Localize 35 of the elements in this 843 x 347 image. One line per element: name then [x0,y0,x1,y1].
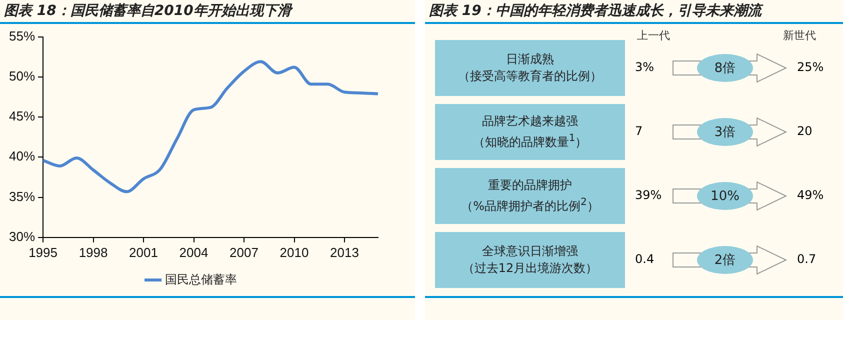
text: 39% [635,188,662,202]
category-label: 日渐成熟（接受高等教育者的比例） [458,51,602,85]
x-tick-label: 2007 [230,244,258,260]
y-tick-label: 30% [8,228,36,244]
line-series [43,60,378,194]
y-tick-label: 35% [8,188,36,204]
text: 8倍 [697,54,753,82]
text: 上一代 [637,28,670,43]
text: 49% [797,188,824,202]
text: 10% [697,182,753,210]
category-label: 重要的品牌拥护（%品牌拥护者的比例$^{2}$） [461,177,599,215]
text: 3倍 [697,118,753,146]
x-tick-label: 1998 [78,244,108,260]
y-tick-label: 45% [8,108,36,124]
y-tick-label: 55% [8,28,36,44]
text: 20 [797,124,812,138]
y-tick-label: 50% [8,68,36,84]
x-tick-label: 2013 [330,244,359,260]
category-label: 品牌艺术越来越强（知晓的品牌数量$^{1}$） [472,113,588,151]
text: 新世代 [783,28,816,43]
x-tick-label: 2004 [179,244,208,260]
text: 7 [635,124,643,138]
text: 2倍 [697,246,753,274]
text: 3% [635,60,654,74]
x-tick-label: 1995 [28,244,58,260]
text: 0.4 [635,252,654,266]
chart-title: 图表 18：国民储蓄率自2010年开始出现下滑 [4,2,292,20]
text: 0.7 [797,252,816,266]
text: 25% [797,60,824,74]
category-label: 全球意识日渐增强（过去12月出境游次数） [462,243,598,277]
x-tick-label: 2001 [129,244,158,260]
y-tick-label: 40% [8,148,36,164]
legend-label: 国民总储蓄率 [165,272,237,286]
x-tick-label: 2010 [280,244,309,260]
text: 图表 19：中国的年轻消费者迅速成长，引导未来潮流 [429,2,762,20]
